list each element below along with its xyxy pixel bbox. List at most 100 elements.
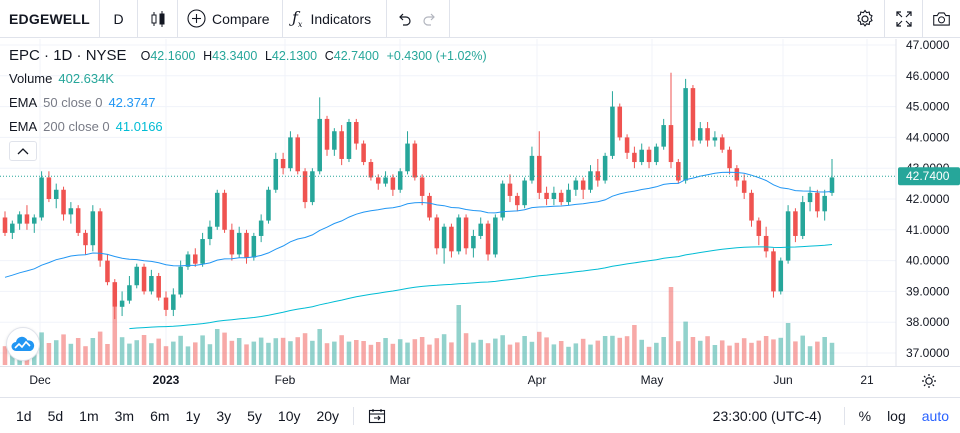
symbol-search-button[interactable]: EDGEWELL (0, 0, 100, 38)
range-1d[interactable]: 1d (16, 407, 32, 424)
candle-body (339, 131, 344, 159)
ema50-legend[interactable]: EMA 50 close 0 42.3747 (9, 95, 155, 110)
range-5y[interactable]: 5y (247, 407, 262, 424)
volume-bar (500, 335, 505, 365)
volume-legend[interactable]: Volume 402.634K (9, 71, 114, 86)
candle-body (763, 235, 769, 252)
volume-bar (632, 325, 637, 365)
ema200-params: 200 close 0 (43, 119, 110, 134)
volume-bar (375, 342, 381, 365)
legend-dot: · (44, 47, 54, 64)
chart-type-button[interactable] (138, 0, 178, 38)
candle-body (354, 122, 359, 144)
range-10y[interactable]: 10y (277, 407, 301, 424)
last-price-label: 42.7400 (906, 169, 950, 183)
candle-body (529, 155, 535, 181)
volume-bar (171, 341, 176, 365)
candle-body (697, 128, 703, 141)
candle-body (463, 217, 469, 249)
range-5d[interactable]: 5d (47, 407, 64, 424)
candle-body (558, 192, 564, 203)
cloud-chart-icon (11, 336, 35, 351)
ema200-value: 41.0166 (115, 119, 163, 134)
settings-button[interactable] (846, 0, 884, 38)
candle-body (456, 217, 462, 252)
volume-bar (412, 339, 418, 365)
volume-bar (46, 343, 52, 365)
candle-body (171, 294, 176, 310)
candle-body (727, 149, 732, 169)
volume-bar (68, 343, 74, 365)
range-1m[interactable]: 1m (79, 407, 99, 424)
candle-body (97, 211, 103, 261)
interval-button[interactable]: D (100, 0, 138, 38)
candle-body (141, 266, 147, 292)
volume-bar (815, 341, 820, 365)
candle-body (646, 149, 652, 163)
volume-bar (266, 342, 271, 365)
ema50-name: EMA (9, 95, 38, 110)
volume-bar (712, 345, 718, 365)
redo-icon[interactable] (422, 11, 438, 27)
interval-label: D (113, 10, 124, 27)
volume-bar (149, 343, 154, 365)
candle-body (405, 143, 410, 172)
ema200-legend[interactable]: EMA 200 close 0 41.0166 (9, 119, 163, 134)
candle-body (793, 211, 798, 236)
legend-dot: · (76, 47, 86, 64)
bottom-toolbar: 1d 5d 1m 3m 6m 1y 3y 5y 10y 20y 23:30:00… (0, 397, 960, 433)
candle-body (580, 180, 586, 190)
range-3y[interactable]: 3y (216, 407, 232, 424)
volume-bar (690, 337, 696, 365)
chart-logo[interactable] (6, 327, 40, 361)
candle-body (771, 251, 776, 292)
candle-body (668, 125, 674, 163)
timezone-clock[interactable]: 23:30:00 (UTC-4) (712, 408, 822, 424)
range-1y[interactable]: 1y (185, 407, 201, 424)
time-axis-settings-button[interactable] (918, 371, 940, 391)
undo-icon[interactable] (396, 11, 412, 27)
candle-body (478, 223, 483, 236)
percent-toggle[interactable]: % (858, 408, 872, 424)
open-value: 42.1600 (150, 49, 196, 63)
candle-body (632, 152, 637, 163)
candle-body (346, 122, 352, 159)
volume-bar (456, 305, 462, 365)
high-key: H (203, 49, 213, 63)
chart-pane[interactable]: 47.000046.000045.000044.000043.000042.00… (0, 38, 960, 397)
indicators-button[interactable]: ƒx Indicators (283, 0, 387, 38)
fullscreen-button[interactable] (884, 0, 922, 38)
goto-date-button[interactable] (360, 408, 394, 424)
candle-body (536, 155, 542, 193)
candle-body (134, 266, 140, 286)
collapse-legend-button[interactable] (9, 141, 37, 161)
range-6m[interactable]: 6m (150, 407, 170, 424)
volume-bar (236, 338, 242, 365)
auto-toggle[interactable]: auto (921, 408, 949, 424)
grid (0, 39, 897, 367)
volume-bar (178, 335, 183, 365)
range-3m[interactable]: 3m (114, 407, 135, 424)
candle-body (639, 149, 644, 163)
candle-body (610, 106, 615, 156)
volume-bar (822, 337, 827, 365)
volume-bar (361, 341, 366, 365)
candlesticks (2, 72, 835, 320)
volume-bar (661, 337, 666, 365)
range-20y[interactable]: 20y (316, 407, 340, 424)
volume-bar (449, 342, 454, 365)
price-tick-label: 38.0000 (906, 315, 950, 329)
function-icon: ƒx (292, 7, 303, 30)
undo-redo-group (387, 0, 450, 38)
candle-body (75, 208, 81, 233)
price-chart[interactable]: 47.000046.000045.000044.000043.000042.00… (0, 38, 960, 397)
candle-body (800, 202, 805, 236)
camera-icon (933, 12, 950, 26)
volume-bar (683, 321, 688, 365)
candle-body (24, 214, 30, 224)
compare-button[interactable]: Compare (178, 0, 283, 38)
candle-body (449, 226, 454, 252)
log-toggle[interactable]: log (887, 408, 906, 424)
volume-bar (727, 345, 732, 365)
snapshot-button[interactable] (922, 0, 960, 38)
